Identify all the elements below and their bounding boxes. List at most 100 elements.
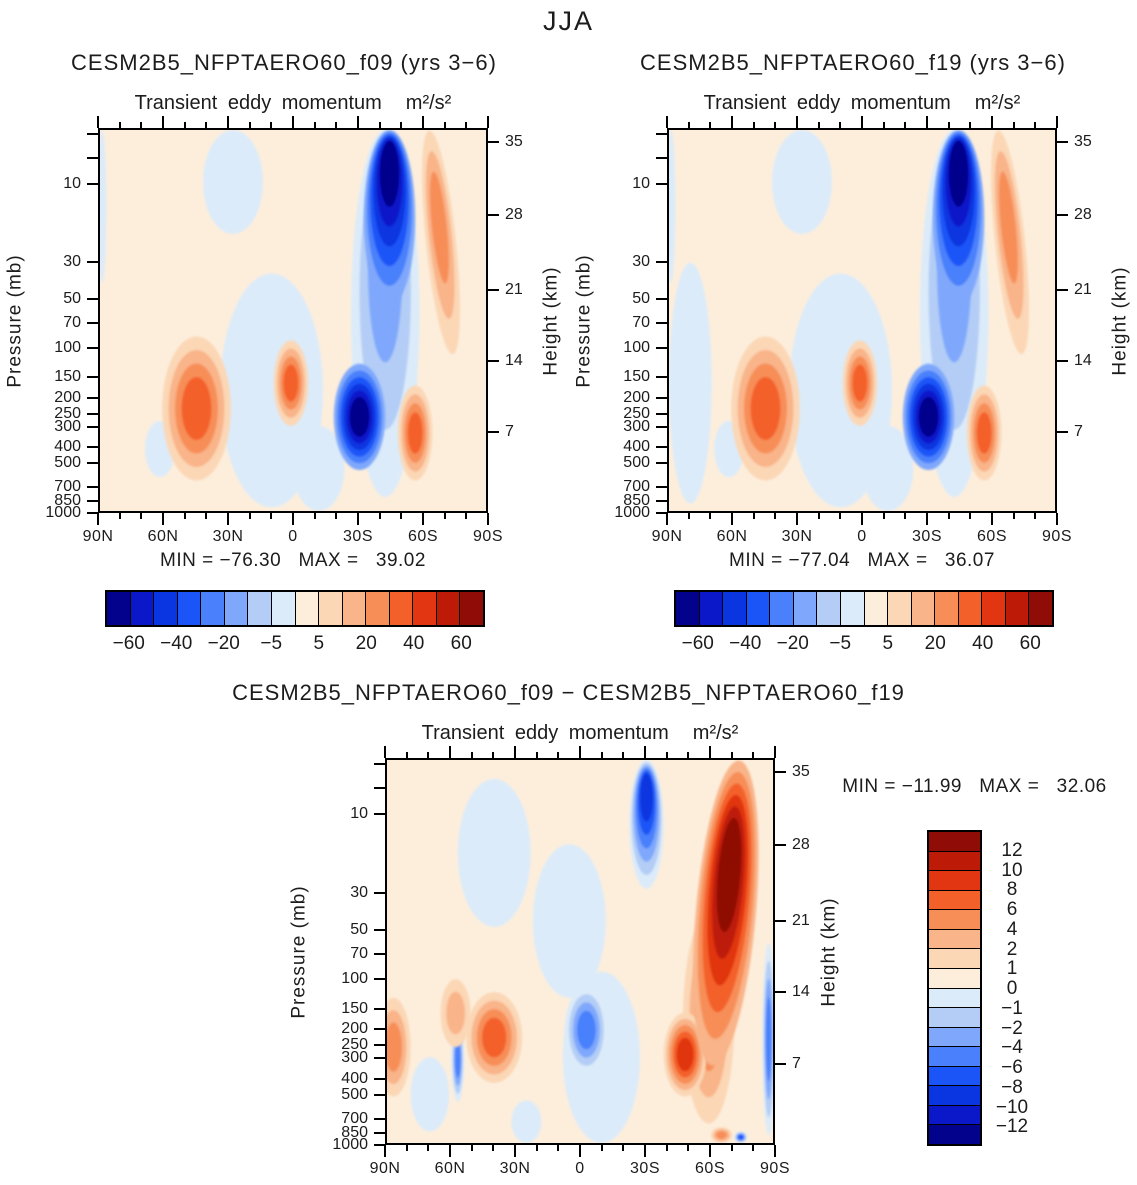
panel-f19: CESM2B5_NFPTAERO60_f19 (yrs 3−6) Transie… (569, 50, 1137, 680)
height-tick-label: 7 (1074, 423, 1083, 441)
axis-tick (1034, 122, 1037, 128)
pressure-tick-label: 100 (623, 339, 650, 357)
axis-tick (97, 513, 99, 525)
pressure-tick-label: 50 (63, 289, 81, 307)
contour-field (666, 130, 1055, 511)
feature-sh-jet-neg-core (902, 363, 955, 470)
feature-nh-jet-pos (731, 336, 800, 481)
pressure-tick-label: 300 (341, 1049, 368, 1067)
axis-tick (709, 122, 712, 128)
pressure-tick-label: 200 (54, 388, 81, 406)
pressure-tick-label: 1000 (332, 1136, 368, 1153)
panel-f09: CESM2B5_NFPTAERO60_f09 (yrs 3−6) Transie… (0, 50, 568, 680)
pressure-tick-label: 150 (341, 999, 368, 1017)
colorbar-cell (929, 1105, 980, 1126)
axis-tick (926, 513, 928, 525)
colorbar-tick-label: 2 (1006, 938, 1018, 960)
axis-tick (752, 122, 755, 128)
pressure-tick-label: 250 (341, 1036, 368, 1054)
contour-field (97, 130, 486, 511)
axis-tick (731, 513, 733, 525)
colorbar-cell (929, 968, 980, 989)
panel-difference: CESM2B5_NFPTAERO60_f09 − CESM2B5_NFPTAER… (0, 680, 1137, 1185)
axis-tick (487, 513, 489, 525)
feature-sh-60s-pos (967, 385, 1002, 481)
colorbar-tick-label: −2 (1001, 1017, 1023, 1039)
axis-tick (656, 486, 667, 489)
feature-equator-pos (842, 340, 878, 426)
height-tick-label: 21 (1074, 280, 1092, 298)
colorbar-f09 (105, 590, 485, 627)
colorbar-cell (436, 592, 461, 625)
colorbar-tick-label: 20 (355, 633, 377, 654)
axis-tick (488, 359, 499, 362)
feature-sh-60s-pos (398, 385, 433, 481)
colorbar-tick-label: 20 (924, 633, 946, 654)
colorbar-cell (1005, 592, 1030, 625)
lat-tick-label: 60S (695, 1160, 725, 1177)
axis-tick (969, 122, 972, 128)
feature-sh-50s-pos (663, 1012, 707, 1097)
colorbar-cell (929, 1066, 980, 1087)
feature-nh-jet-pos (162, 336, 231, 481)
colorbar-cell (911, 592, 936, 625)
axis-tick (1034, 513, 1037, 519)
colorbar-cell (929, 1047, 980, 1067)
axis-tick (656, 462, 667, 465)
axis-tick (839, 513, 842, 519)
axis-tick (87, 261, 98, 264)
axis-tick (1057, 140, 1068, 143)
figure-title: JJA (542, 6, 594, 36)
axis-tick (87, 321, 98, 324)
axis-tick (644, 746, 646, 758)
colorbar-cell (929, 1027, 980, 1048)
axis-tick (470, 1145, 473, 1151)
axis-tick (374, 952, 385, 955)
colorbar-cell (958, 592, 983, 625)
lat-tick-label: 60S (408, 528, 438, 545)
colorbar-tick-label: 10 (1001, 859, 1023, 881)
axis-tick (87, 446, 98, 449)
axis-tick (400, 122, 403, 128)
lat-tick-label: 90S (473, 528, 503, 545)
axis-tick (752, 752, 755, 758)
subtitle-text: Transient eddy momentum (421, 722, 669, 744)
axis-tick (656, 425, 667, 428)
min-max-label-diff: MIN = −11.99 MAX = 32.06 (842, 776, 1107, 797)
axis-tick (752, 513, 755, 519)
lat-tick-label: 90N (651, 528, 683, 545)
contour-plot-f19 (666, 128, 1057, 513)
axis-tick (374, 1057, 385, 1060)
axis-tick (374, 1044, 385, 1047)
axis-tick (465, 513, 468, 519)
axis-tick (270, 513, 273, 519)
axis-tick (488, 213, 499, 216)
height-axis-title: Height (km) (816, 758, 844, 1145)
colorbar-cell (840, 592, 865, 625)
colorbar-tick-label: −1 (1001, 997, 1023, 1019)
axis-tick (374, 812, 385, 815)
axis-tick (656, 412, 667, 415)
axis-tick (656, 500, 667, 503)
colorbar-tick-label: −5 (260, 633, 283, 654)
axis-tick (1056, 116, 1058, 128)
colorbar-cell (699, 592, 724, 625)
axis-tick (775, 1062, 786, 1065)
pressure-tick-label: 1000 (45, 504, 81, 521)
feature-sh-jet-neg-core (333, 363, 386, 470)
axis-tick (656, 132, 667, 135)
colorbar-cell (1029, 592, 1052, 625)
axis-tick (622, 1145, 625, 1151)
pressure-tick-label: 400 (623, 438, 650, 456)
feature-nh-40n-pos (466, 992, 523, 1083)
feature-sh-lowlat-lightblue (293, 425, 345, 511)
lat-tick-label: 90S (760, 1160, 790, 1177)
pressure-tick-label: 500 (341, 1086, 368, 1104)
pressure-tick-label: 10 (63, 174, 81, 192)
axis-tick (969, 513, 972, 519)
axis-tick (1057, 213, 1068, 216)
height-tick-label: 21 (792, 911, 810, 929)
feature-sh-bottom-noise-pos (710, 1127, 733, 1143)
subtitle-units: m²/s² (405, 92, 452, 114)
axis-tick (87, 512, 98, 514)
